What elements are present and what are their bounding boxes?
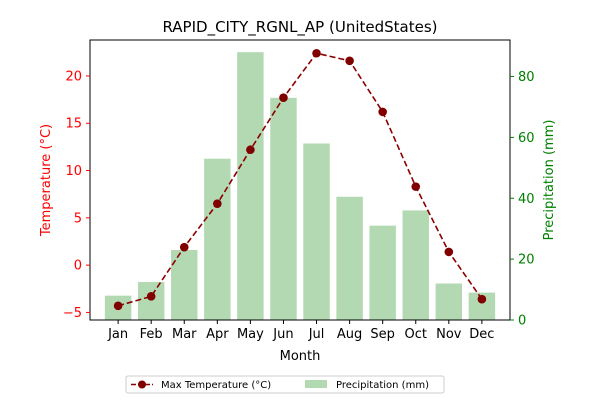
precipitation-bar-jun (270, 97, 297, 321)
x-tick-label: Apr (206, 327, 229, 342)
x-tick-label: Jul (308, 327, 325, 342)
x-tick-label: Dec (469, 327, 494, 342)
precipitation-bar-sep (369, 225, 396, 320)
y-right-tick-label: 80 (518, 70, 535, 85)
temperature-point-aug (345, 56, 354, 66)
chart-title: RAPID_CITY_RGNL_AP (UnitedStates) (162, 18, 437, 37)
y-left-tick-label: −5 (63, 306, 82, 321)
temperature-point-apr (213, 199, 222, 208)
temperature-line (113, 48, 487, 311)
y-axis-right: 0 20 40 60 80 (510, 70, 535, 329)
y-axis-left: −5 0 5 10 15 20 (63, 69, 90, 321)
y-left-tick-label: 20 (65, 69, 82, 84)
y-right-tick-label: 0 (518, 314, 526, 329)
x-tick-label: Sep (370, 327, 395, 342)
precipitation-bar-feb (137, 281, 165, 320)
x-tick-label: Nov (436, 327, 462, 342)
precipitation-bar-nov (435, 283, 463, 320)
x-tick-label: Jan (107, 327, 128, 342)
legend-label-precipitation: Precipitation (mm) (336, 380, 429, 391)
x-tick-label: May (237, 327, 264, 342)
y-left-tick-label: 5 (74, 211, 82, 226)
x-tick-label: Aug (337, 327, 362, 342)
temperature-point-jun (279, 93, 288, 103)
temperature-point-nov (444, 247, 454, 257)
y-right-tick-label: 60 (518, 131, 535, 146)
temperature-series-line (117, 52, 483, 307)
precipitation-bars (104, 52, 496, 321)
precipitation-bar-jul (303, 143, 330, 320)
precipitation-bar-aug (336, 196, 363, 320)
x-axis-label: Month (280, 349, 321, 364)
precipitation-bar-may (237, 52, 264, 320)
y-right-tick-label: 20 (518, 253, 535, 268)
x-tick-label: Feb (140, 327, 163, 342)
temperature-point-jan (113, 301, 123, 311)
y-right-tick-label: 40 (518, 192, 535, 207)
temperature-point-jul (312, 48, 321, 58)
temperature-point-dec (477, 294, 487, 304)
temperature-point-sep (378, 107, 387, 117)
plot-frame (89, 39, 511, 321)
y-left-tick-label: 15 (65, 117, 82, 132)
x-tick-label: Oct (405, 327, 427, 342)
y-axis-right-label: Precipitation (mm) (542, 120, 557, 241)
legend-bar-swatch (305, 380, 327, 388)
legend-marker-swatch (138, 380, 146, 389)
y-left-tick-label: 10 (65, 164, 82, 179)
legend: Max Temperature (°C) Precipitation (mm) (125, 375, 445, 394)
precipitation-bar-apr (204, 158, 231, 320)
x-axis: Jan Feb Mar Apr May Jun Jul Aug Sep Oct Nov Dec (107, 320, 494, 342)
temperature-point-oct (411, 182, 421, 191)
temperature-point-feb (146, 292, 156, 301)
y-left-tick-label: 0 (74, 259, 82, 274)
x-tick-label: Jun (272, 327, 293, 342)
precipitation-bar-oct (402, 210, 429, 320)
x-tick-label: Mar (172, 327, 197, 342)
legend-label-temperature: Max Temperature (°C) (161, 380, 271, 391)
temperature-point-mar (179, 242, 189, 252)
y-axis-left-label: Temperature (°C) (39, 124, 54, 237)
temperature-point-may (246, 145, 255, 155)
legend-box (125, 375, 445, 394)
